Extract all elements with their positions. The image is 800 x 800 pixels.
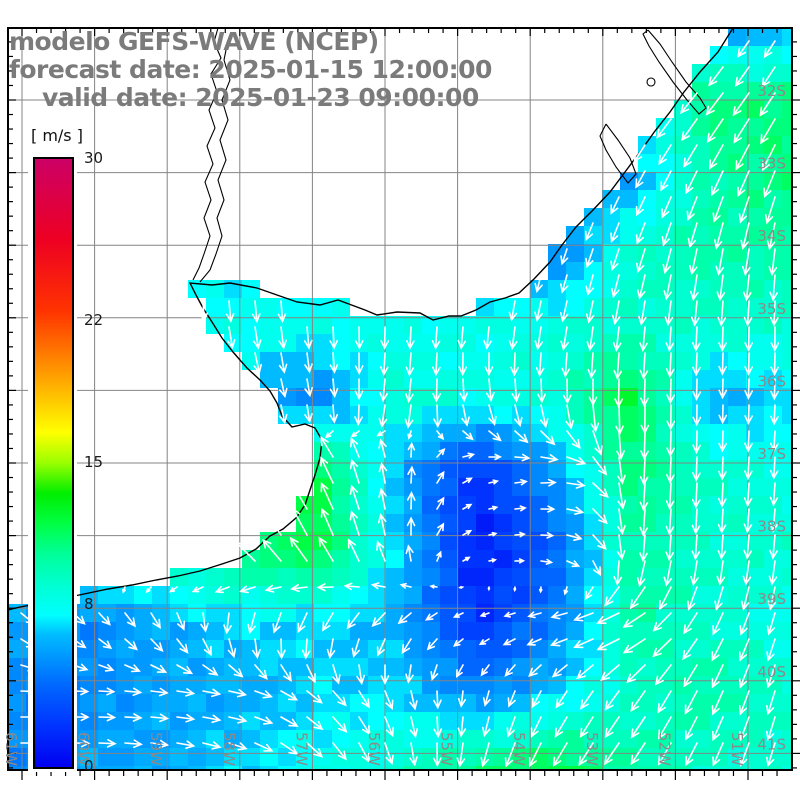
- colorbar-tick-label: 8: [84, 594, 94, 613]
- lon-label: 55W: [438, 732, 456, 766]
- lagoon-dot: [646, 77, 656, 87]
- lagoon-outline: [642, 29, 707, 115]
- arrow-layer: [20, 40, 780, 768]
- river-line: [199, 39, 231, 283]
- colorbar-tick-label: 0: [84, 757, 94, 775]
- lon-label: 57W: [292, 732, 310, 766]
- colorbar: [28, 152, 77, 772]
- lon-label: 54W: [510, 732, 528, 766]
- coastline-layer: [8, 28, 734, 611]
- lat-label: 36S: [757, 372, 786, 390]
- river-line: [192, 28, 222, 281]
- map-border: [7, 27, 793, 771]
- lat-label: 39S: [757, 590, 786, 608]
- lat-label: 40S: [757, 663, 786, 681]
- graticule-layer: [8, 28, 792, 770]
- lat-label: 35S: [757, 300, 786, 318]
- lat-label: 34S: [757, 227, 786, 245]
- lat-label: 38S: [757, 518, 786, 536]
- chart-title: modelo GEFS-WAVE (NCEP): [9, 27, 379, 56]
- colorbar-tick-label: 22: [84, 311, 104, 330]
- colorbar-tick-label: 15: [84, 453, 104, 471]
- valid-date-label: valid date: 2025-01-23 09:00:00: [42, 83, 479, 112]
- lon-label: 52W: [655, 732, 673, 766]
- lon-label: 56W: [365, 732, 383, 766]
- lon-label: 59W: [147, 732, 165, 766]
- lon-label: 61W: [2, 732, 20, 766]
- lat-label: 41S: [757, 735, 786, 753]
- lat-label: 33S: [757, 155, 786, 173]
- lat-label: 37S: [757, 445, 786, 463]
- lon-label: 53W: [583, 732, 601, 766]
- lon-label: 51W: [728, 732, 746, 766]
- forecast-date-label: forecast date: 2025-01-15 12:00:00: [9, 55, 492, 84]
- lon-label: 60W: [75, 732, 93, 766]
- lon-label: 58W: [220, 732, 238, 766]
- colorbar-unit-label: [ m/s ]: [29, 126, 85, 145]
- axis-labels: 32S 33S 34S 35S 36S 37S 38S 39S 40S 41S 61W 60W 59W 5…: [2, 82, 786, 766]
- lagoon-outline: [599, 123, 637, 184]
- lat-label: 32S: [757, 82, 786, 100]
- colorbar-gradient: [33, 157, 74, 769]
- colorbar-tick-label: 30: [84, 149, 104, 167]
